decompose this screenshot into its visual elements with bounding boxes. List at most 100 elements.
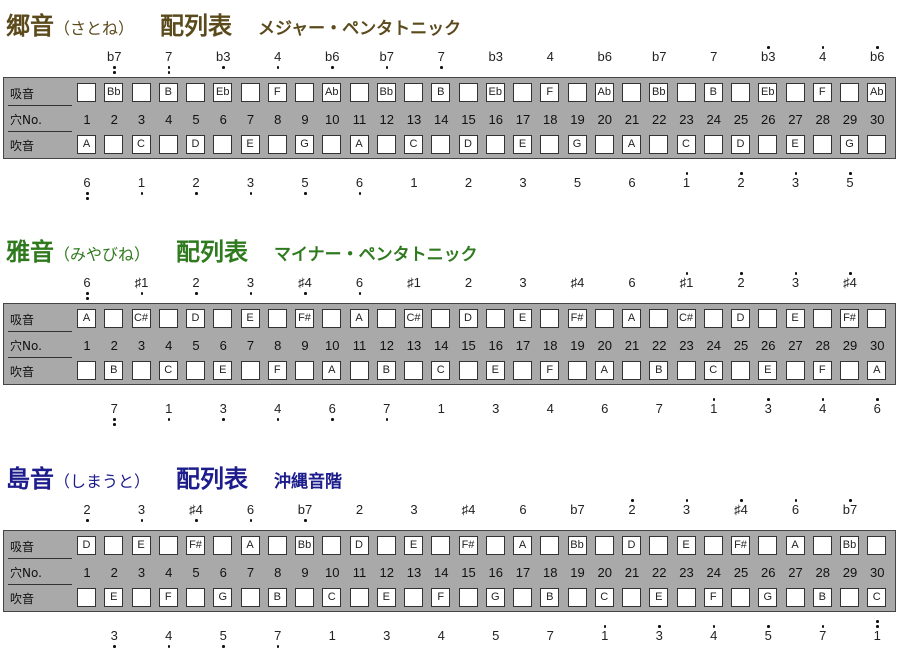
- octave-dot: [167, 66, 171, 69]
- draw-note-cell: B: [703, 83, 723, 102]
- degree-label: 4: [274, 49, 282, 64]
- scale-degree: ♯1: [399, 266, 429, 300]
- degree-label: 4: [710, 628, 718, 643]
- blow-note-cell: [649, 135, 669, 154]
- degree-label: b3: [761, 49, 776, 64]
- octave-dot: [794, 499, 797, 502]
- draw-note-cell: Ab: [594, 83, 614, 102]
- draw-note-cell: [240, 83, 260, 102]
- degree-label: 6: [601, 401, 609, 416]
- octave-dot: [167, 418, 171, 421]
- draw-note-cell: A: [785, 536, 805, 555]
- degree-label: 5: [492, 628, 500, 643]
- scale-degree: b6: [590, 40, 620, 74]
- draw-note-cell: D: [77, 536, 96, 555]
- title-table: 配列表: [160, 12, 233, 40]
- scale-degree: ♯4: [290, 266, 320, 300]
- hole-number: 21: [624, 338, 640, 353]
- blow-note-cell: B: [104, 361, 124, 380]
- blow-note-cell: [731, 361, 750, 380]
- degree-label: 1: [165, 401, 173, 416]
- degree-label: 3: [219, 401, 227, 416]
- hole-number: 4: [165, 565, 173, 580]
- scale-degree: b6: [317, 40, 347, 74]
- blow-note-cell: [485, 135, 505, 154]
- blow-note-cell: C: [322, 588, 342, 607]
- blow-note-cell: [513, 361, 532, 380]
- title-name: 島音: [6, 465, 54, 493]
- degree-label: 7: [165, 49, 173, 64]
- scale-degree: ♯4: [726, 493, 756, 527]
- scale-degree: 5: [753, 619, 783, 653]
- blow-note-cell: [540, 135, 560, 154]
- hole-number: 13: [406, 112, 422, 127]
- degree-label: 4: [546, 401, 554, 416]
- hole-number: 30: [870, 338, 885, 353]
- blow-note-cell: G: [758, 588, 778, 607]
- blow-note-cell: [267, 135, 287, 154]
- blow-note-cell: [131, 588, 151, 607]
- octave-dot: [331, 418, 334, 421]
- hole-number: 30: [870, 565, 885, 580]
- row-label-blow: 吹音: [10, 139, 35, 153]
- scale-degree: 5: [290, 166, 320, 200]
- draw-note-cell: [540, 536, 560, 555]
- octave-dot: [849, 172, 852, 175]
- scale-degree: 7: [154, 40, 184, 74]
- octave-dot: [794, 172, 797, 175]
- degree-label: ♯1: [407, 275, 421, 290]
- scale-degree: 4: [808, 40, 838, 74]
- draw-note-cell: F#: [458, 536, 478, 555]
- scale-degree: 5: [835, 166, 865, 200]
- draw-note-cell: E: [404, 536, 423, 555]
- hole-number: 29: [842, 338, 858, 353]
- octave-dot: [740, 172, 743, 175]
- blow-note-cell: E: [785, 135, 805, 154]
- hole-number: 25: [733, 565, 749, 580]
- scale-degree: 4: [535, 40, 565, 74]
- draw-note-cell: [267, 309, 287, 328]
- row-label-blow: 吹音: [10, 592, 35, 606]
- scale-degree: b3: [208, 40, 238, 74]
- scale-degree: 3: [672, 493, 702, 527]
- title-kana: （しまうと）: [54, 472, 151, 491]
- scale-degree: b3: [753, 40, 783, 74]
- harmonica-grid: 吸音 穴No. 吹音 A 1 2 B C# 3 4 C D 5 6 E E 7 8 F F# 9 10 A A 11 12 B C# 1…: [3, 303, 896, 385]
- octave-dot: [821, 398, 825, 401]
- scale-degree: 4: [263, 40, 293, 74]
- draw-note-cell: C#: [131, 309, 151, 328]
- hole-number: 22: [652, 112, 667, 127]
- hole-number: 23: [679, 565, 694, 580]
- octave-dot: [631, 499, 634, 502]
- divider: [8, 131, 72, 132]
- hole-number: 6: [219, 112, 227, 127]
- blow-note-cell: C: [867, 588, 887, 607]
- degree-label: 3: [246, 275, 255, 290]
- blow-note-cell: A: [349, 135, 369, 154]
- draw-note-cell: [485, 536, 505, 555]
- draw-note-cell: F#: [731, 536, 750, 555]
- blow-note-cell: C: [158, 361, 178, 380]
- blow-note-cell: D: [731, 135, 750, 154]
- degree-label: ♯4: [461, 502, 476, 517]
- hole-number: 18: [543, 112, 558, 127]
- hole-number: 13: [406, 565, 422, 580]
- section-title: 雅音（みやびね） 配列表 マイナー・ペンタトニック: [6, 232, 478, 267]
- hole-number: 4: [165, 338, 173, 353]
- hole-number: 28: [815, 338, 830, 353]
- scale-degree: 6: [781, 493, 811, 527]
- draw-note-cell: [131, 83, 151, 102]
- draw-note-cell: D: [731, 309, 750, 328]
- blow-note-cell: B: [267, 588, 287, 607]
- hole-number: 19: [570, 338, 585, 353]
- octave-dot: [222, 66, 225, 69]
- hole-number: 1: [83, 565, 91, 580]
- title-name: 雅音: [6, 238, 54, 266]
- hole-number: 14: [434, 112, 449, 127]
- draw-note-cell: A: [349, 309, 369, 328]
- octave-dot: [167, 71, 171, 74]
- degree-label: 1: [328, 628, 336, 643]
- scale-degree: 4: [263, 392, 293, 426]
- hole-number: 9: [301, 565, 309, 580]
- hole-number: 2: [110, 565, 118, 580]
